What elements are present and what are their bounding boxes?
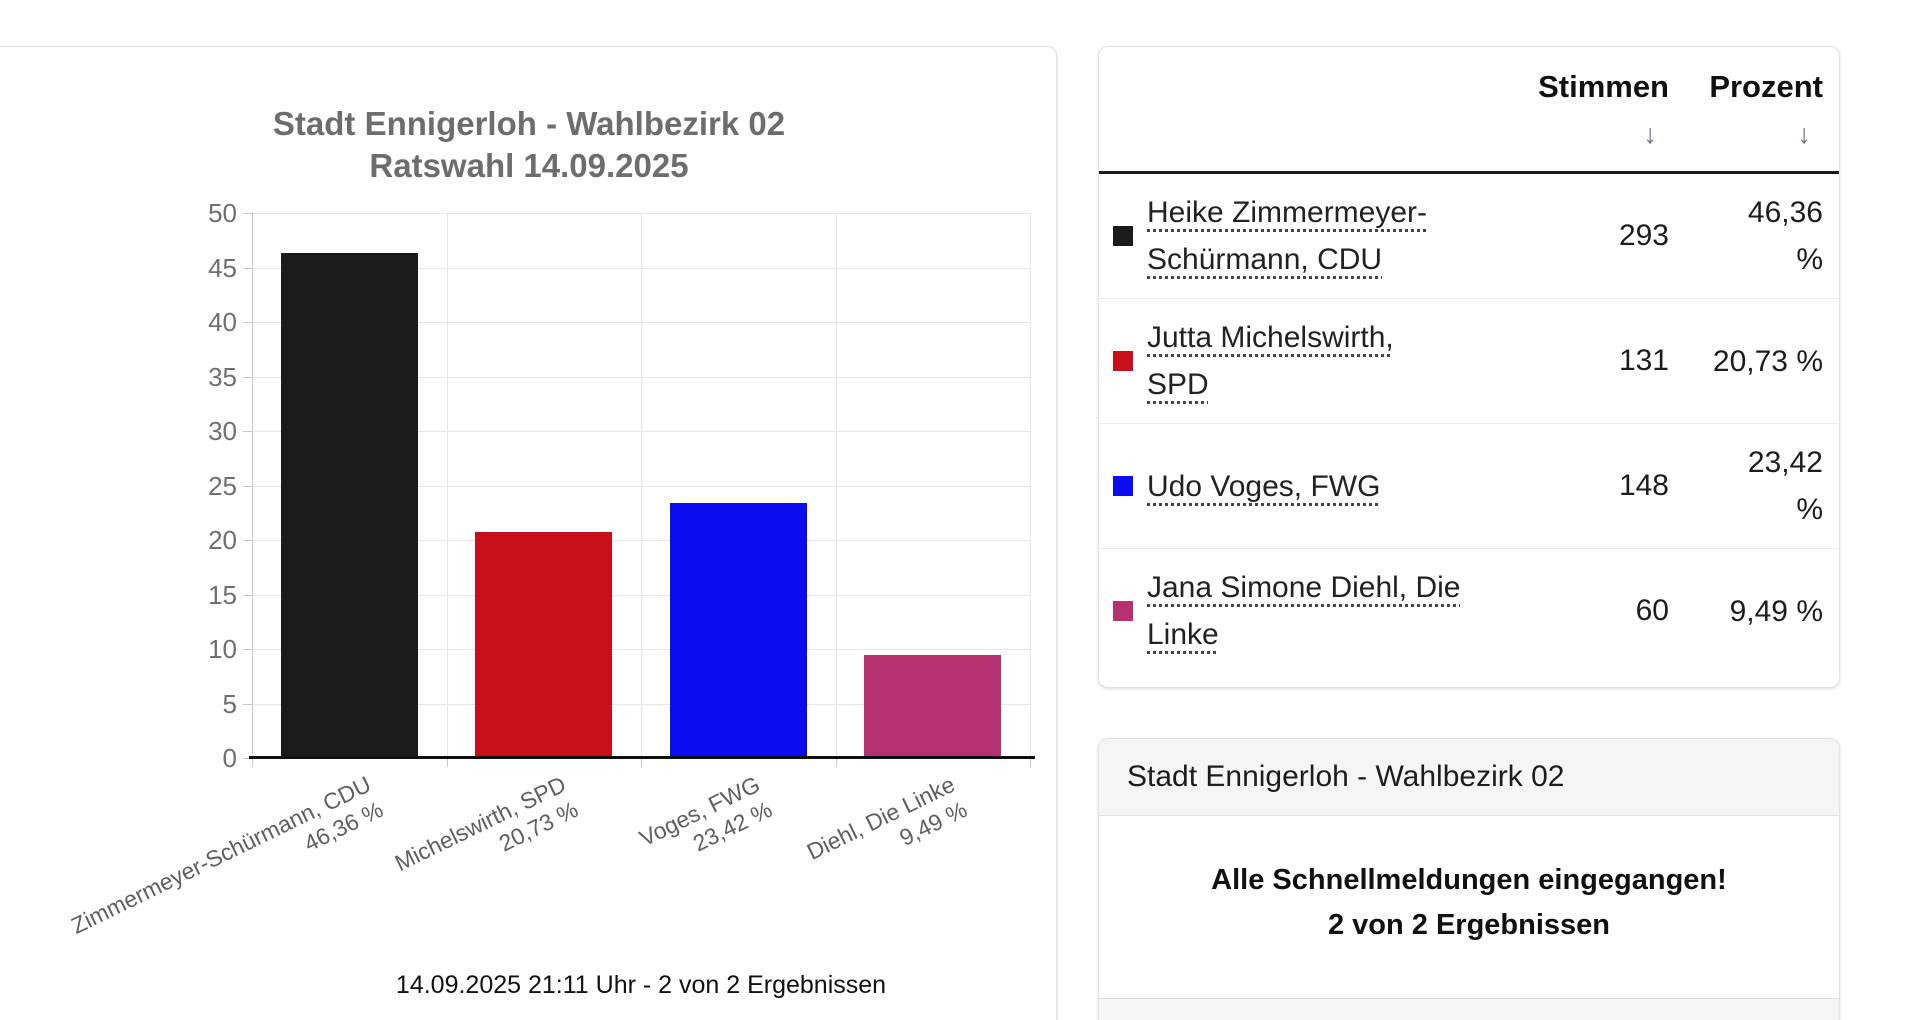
chart-bar-3 <box>669 502 807 758</box>
stimmen-value: 131 <box>1618 344 1669 377</box>
x-axis-tick <box>446 758 448 767</box>
stimmen-value: 293 <box>1618 219 1669 252</box>
table-row: Jana Simone Diehl, Die Linke 60 9,49 % <box>1099 548 1839 673</box>
y-axis-label: 25 <box>208 470 237 501</box>
chart-card: Stadt Ennigerloh - Wahlbezirk 02 Ratswah… <box>0 46 1057 1020</box>
chart-bar-1 <box>280 252 418 758</box>
column-header-prozent: Prozent <box>1709 69 1823 104</box>
table-body: Heike Zimmermeyer- Schürmann, CDU 293 46,3… <box>1099 174 1839 673</box>
x-axis-label: Michelswirth, SPD 20,73 % <box>390 770 582 877</box>
party-color-swatch-spd <box>1113 351 1133 371</box>
swatch-cell <box>1113 351 1147 371</box>
table-row: Udo Voges, FWG 148 23,42 % <box>1099 423 1839 548</box>
party-color-swatch-fwg <box>1113 476 1133 496</box>
table-row: Heike Zimmermeyer- Schürmann, CDU 293 46,3… <box>1099 174 1839 298</box>
x-axis-tick <box>1030 758 1031 767</box>
candidate-link[interactable]: Jana Simone Diehl, Die Linke <box>1147 571 1461 651</box>
y-axis-tick <box>243 213 252 214</box>
v-gridline <box>1030 213 1031 758</box>
chart-title: Stadt Ennigerloh - Wahlbezirk 02 Ratswah… <box>39 103 1019 187</box>
y-axis-label: 35 <box>208 361 237 392</box>
y-axis-tick <box>243 267 252 269</box>
stimmen-value: 148 <box>1618 469 1669 502</box>
prozent-value: 9,49 % <box>1729 594 1823 628</box>
chart-bar-2 <box>475 532 613 758</box>
table-header: Stimmen Prozent ↓ ↓ <box>1099 47 1839 174</box>
candidate-link[interactable]: Udo Voges, FWG <box>1147 469 1381 503</box>
x-axis-label: Voges, FWG 23,42 % <box>635 770 777 857</box>
chart-title-line-1: Stadt Ennigerloh - Wahlbezirk 02 <box>272 105 786 142</box>
party-color-swatch-cdu <box>1113 226 1133 246</box>
y-axis-line <box>252 213 253 758</box>
results-table-card: Stimmen Prozent ↓ ↓ Heike Zimmermeyer- S… <box>1098 46 1840 688</box>
y-axis-label: 30 <box>208 416 237 446</box>
chart-title-line-2: Ratswahl 14.09.2025 <box>369 147 689 184</box>
v-gridline <box>835 213 837 758</box>
x-axis-tick <box>252 758 253 767</box>
swatch-cell <box>1113 226 1147 246</box>
candidate-link[interactable]: Heike Zimmermeyer- Schürmann, CDU <box>1147 196 1428 276</box>
status-card-body: Alle Schnellmeldungen eingegangen! 2 von… <box>1099 816 1839 998</box>
prozent-value: 46,36 % <box>1747 196 1823 276</box>
y-axis-tick <box>243 485 252 487</box>
column-header-stimmen: Stimmen <box>1538 69 1669 104</box>
chart-caption: 14.09.2025 21:11 Uhr - 2 von 2 Ergebniss… <box>395 971 887 999</box>
y-axis-label: 40 <box>208 307 237 337</box>
swatch-cell <box>1113 601 1147 621</box>
x-axis-tick <box>641 758 642 767</box>
y-axis-label: 5 <box>222 688 237 719</box>
sort-down-icon-prozent[interactable]: ↓ <box>1797 119 1812 149</box>
y-axis-tick <box>243 376 252 378</box>
chart-bar-4 <box>864 654 1002 758</box>
y-axis-tick <box>243 322 252 323</box>
x-axis-tick <box>835 758 837 767</box>
party-color-swatch-die-linke <box>1113 601 1133 621</box>
table-row: Jutta Michelswirth, SPD 131 20,73 % <box>1099 298 1839 423</box>
chart-plot: 0 5 10 15 20 25 30 35 40 45 50 Zimmermeyer-Schürman… <box>67 200 1035 939</box>
candidate-link[interactable]: Jutta Michelswirth, SPD <box>1147 321 1394 401</box>
y-axis-tick <box>243 703 252 705</box>
y-axis-label: 15 <box>208 579 237 610</box>
status-message-line-2: 2 von 2 Ergebnissen <box>1327 909 1611 941</box>
y-axis-tick <box>243 594 252 596</box>
x-axis-label: Diehl, Die Linke 9,49 % <box>802 770 971 865</box>
status-card-title: Stadt Ennigerloh - Wahlbezirk 02 <box>1099 739 1839 816</box>
status-card: Stadt Ennigerloh - Wahlbezirk 02 Alle Sc… <box>1098 738 1840 1020</box>
stimmen-value: 60 <box>1635 594 1669 627</box>
sort-down-icon-stimmen[interactable]: ↓ <box>1643 119 1658 149</box>
swatch-cell <box>1113 476 1147 496</box>
v-gridline <box>446 213 448 758</box>
y-axis-label: 50 <box>208 198 237 228</box>
x-axis-label: Zimmermeyer-Schürmann, CDU 46,36 % <box>67 770 388 939</box>
y-axis-tick <box>243 431 252 432</box>
y-axis-label: 10 <box>208 634 237 664</box>
y-axis-tick <box>243 758 252 759</box>
y-axis-tick <box>243 649 252 650</box>
y-axis-tick <box>243 540 252 541</box>
x-axis-line <box>249 756 1035 759</box>
y-axis-label: 20 <box>208 525 237 555</box>
prozent-value: 20,73 % <box>1712 344 1823 378</box>
v-gridline <box>641 213 642 758</box>
prozent-value: 23,42 % <box>1747 446 1823 526</box>
status-message-line-1: Alle Schnellmeldungen eingegangen! <box>1211 864 1727 896</box>
y-axis-label: 0 <box>222 743 237 773</box>
status-card-footer <box>1099 998 1839 1020</box>
y-axis-label: 45 <box>208 252 237 283</box>
